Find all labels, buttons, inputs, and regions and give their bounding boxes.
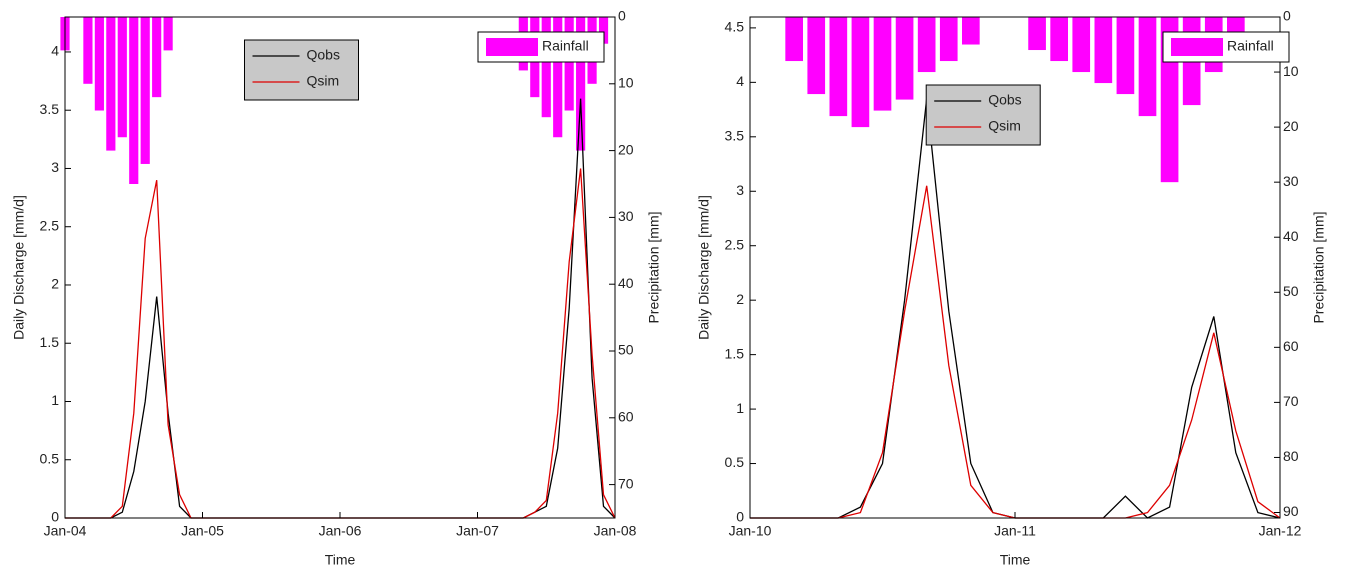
y-tick-label: 2.5 (40, 217, 60, 233)
rain-bar (1050, 17, 1068, 62)
y2-tick-label: 0 (618, 8, 626, 24)
rain-bar (140, 17, 150, 164)
rain-bar (1028, 17, 1046, 51)
x-tick-label: Jan-12 (1259, 523, 1302, 539)
y-tick-label: 0 (51, 509, 59, 525)
x-tick-label: Jan-04 (44, 523, 87, 539)
y2-tick-label: 50 (1283, 283, 1299, 299)
rain-bar (939, 17, 958, 62)
y-axis-label: Daily Discharge [mm/d] (696, 195, 712, 340)
x-tick-label: Jan-05 (181, 523, 224, 539)
rain-bar (117, 17, 127, 138)
x-tick-label: Jan-11 (994, 523, 1036, 539)
x-axis-label: Time (325, 552, 356, 568)
x-axis-label: Time (1000, 552, 1031, 568)
y-tick-label: 4 (51, 43, 59, 59)
y2-axis-label: Precipitation [mm] (646, 211, 662, 323)
y2-tick-label: 90 (1283, 503, 1299, 519)
rain-bar (152, 17, 162, 98)
x-tick-label: Jan-10 (729, 523, 772, 539)
y-tick-label: 0 (736, 509, 744, 525)
y2-tick-label: 40 (1283, 228, 1299, 244)
y-tick-label: 3 (51, 159, 59, 175)
rain-bar (129, 17, 139, 184)
y-tick-label: 1.5 (725, 345, 745, 361)
y-tick-label: 0.5 (40, 450, 60, 466)
y2-axis-label: Precipitation [mm] (1311, 211, 1327, 323)
y-tick-label: 0.5 (725, 454, 745, 470)
rain-bar (553, 17, 563, 138)
y-axis-label: Daily Discharge [mm/d] (11, 195, 27, 340)
rain-bar (1072, 17, 1091, 73)
y-tick-label: 3 (736, 182, 744, 198)
legend-swatch (486, 38, 538, 56)
rain-bar (1138, 17, 1157, 117)
y2-tick-label: 80 (1283, 448, 1299, 464)
legend-box (925, 84, 1041, 146)
legend-box (244, 39, 359, 101)
legend-label: Qsim (988, 118, 1021, 134)
y-tick-label: 3.5 (725, 128, 745, 144)
rain-bar (83, 17, 93, 84)
rain-bar (564, 17, 574, 111)
y2-tick-label: 20 (618, 141, 634, 157)
rain-bar (598, 17, 609, 44)
y-tick-label: 2 (51, 276, 59, 292)
legend-label: Qobs (307, 47, 340, 63)
rain-bar (785, 17, 803, 62)
rain-bar (895, 17, 914, 100)
rain-bar (1094, 17, 1113, 84)
y-tick-label: 1 (736, 400, 744, 416)
rain-bar (873, 17, 892, 111)
rain-bar (1116, 17, 1135, 95)
y-tick-label: 4.5 (725, 19, 745, 35)
y2-tick-label: 60 (1283, 338, 1299, 354)
rain-bar (163, 17, 173, 51)
x-tick-label: Jan-08 (594, 523, 637, 539)
y2-tick-label: 30 (1283, 173, 1299, 189)
rain-bar (829, 17, 848, 117)
rain-bar (576, 17, 586, 151)
y2-tick-label: 10 (618, 75, 634, 91)
legend-label: Rainfall (1227, 38, 1274, 54)
x-tick-label: Jan-07 (456, 523, 499, 539)
rain-bar (851, 17, 870, 128)
legend-label: Qsim (307, 73, 340, 89)
x-tick-label: Jan-06 (319, 523, 362, 539)
y2-tick-label: 40 (618, 275, 634, 291)
legend-label: Qobs (988, 92, 1021, 108)
y2-tick-label: 20 (1283, 118, 1299, 134)
y-tick-label: 2 (736, 291, 744, 307)
legend-label: Rainfall (542, 38, 589, 54)
y-tick-label: 3.5 (40, 101, 60, 117)
y2-tick-label: 30 (618, 208, 634, 224)
y2-tick-label: 60 (618, 409, 634, 425)
y2-tick-label: 70 (1283, 393, 1299, 409)
y-tick-label: 1.5 (40, 334, 60, 350)
rain-bar (962, 17, 980, 45)
rain-bar (807, 17, 826, 95)
y2-tick-label: 50 (618, 342, 634, 358)
y-tick-label: 2.5 (725, 236, 745, 252)
rain-bar (106, 17, 116, 151)
y-tick-label: 4 (736, 73, 744, 89)
rain-bar (917, 17, 936, 73)
legend-swatch (1171, 38, 1223, 56)
y-tick-label: 1 (51, 392, 59, 408)
y2-tick-label: 70 (618, 475, 634, 491)
rain-bar (541, 17, 551, 118)
y2-tick-label: 0 (1283, 8, 1291, 24)
y2-tick-label: 10 (1283, 63, 1299, 79)
rain-bar (94, 17, 104, 111)
